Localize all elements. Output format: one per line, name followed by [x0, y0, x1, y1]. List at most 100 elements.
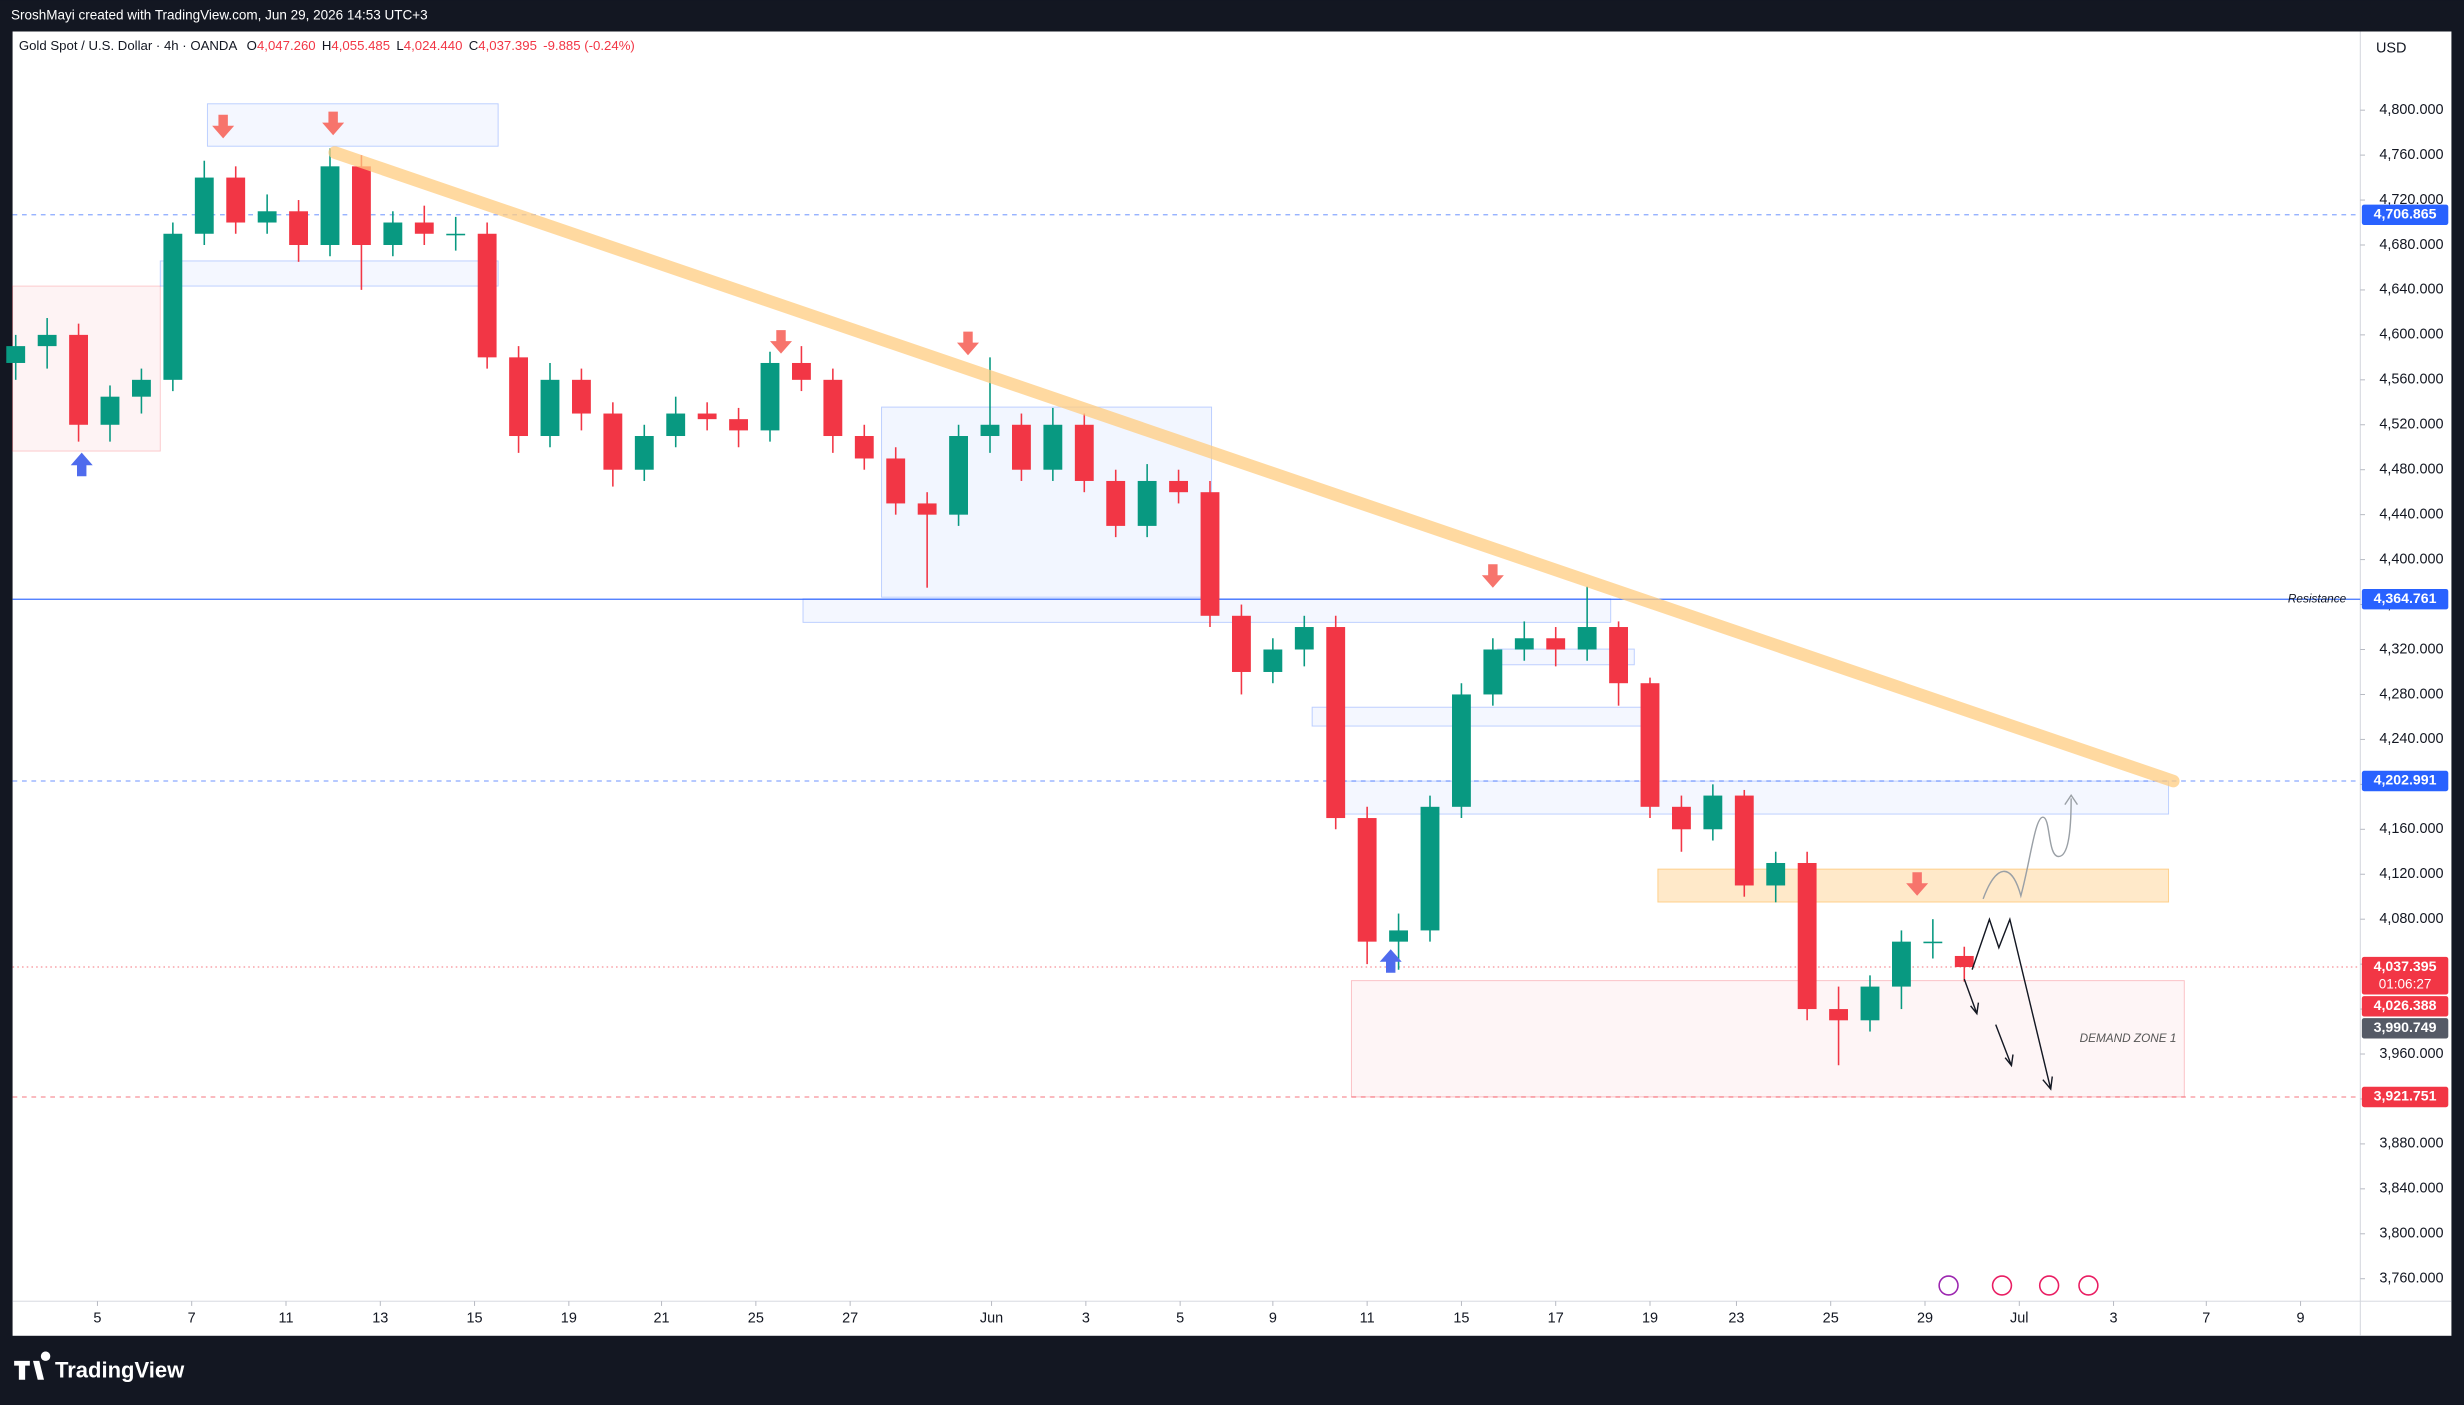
candles [6, 148, 1974, 1066]
candle-body [1577, 627, 1597, 650]
x-tick-label: 3 [1082, 1310, 1090, 1326]
up-arrows [70, 452, 1402, 973]
x-tick-label: 15 [467, 1310, 483, 1326]
price-label-box [2361, 1018, 2449, 1039]
x-tick-label: 19 [561, 1310, 577, 1326]
candle-body [320, 166, 340, 245]
x-tick-label: 25 [748, 1310, 764, 1326]
price-level-label: Resistance [2288, 592, 2347, 605]
candle-body [1703, 795, 1723, 830]
candle-body [1514, 638, 1534, 650]
candle-body [1043, 424, 1063, 470]
projection-arrow [1982, 793, 2079, 900]
price-label-box [2361, 956, 2449, 995]
x-tick-label: 19 [1642, 1310, 1658, 1326]
brand-logo [14, 1351, 51, 1380]
up-arrow [70, 452, 93, 477]
countdown: 01:06:27 [2379, 977, 2432, 992]
candle-body [1137, 480, 1157, 526]
price-label-box [2361, 204, 2449, 226]
y-tick-label: 4,480.000 [2379, 462, 2443, 478]
brand: TradingView [14, 1351, 185, 1383]
ohlc-key: H [322, 39, 332, 54]
candle-body [603, 413, 623, 470]
candle-body [1546, 638, 1566, 650]
candle-body [1452, 694, 1471, 807]
legend-text: Gold Spot / U.S. Dollar · 4h · OANDA O4,0… [19, 39, 635, 54]
candle-body [666, 413, 686, 437]
x-tick-label: 7 [2202, 1310, 2210, 1326]
y-tick-label: 3,960.000 [2379, 1046, 2443, 1062]
candle-body [1829, 1009, 1848, 1021]
down-arrow [322, 111, 345, 136]
x-tick-label: 7 [188, 1310, 196, 1326]
candle-body [352, 166, 371, 245]
x-tick-label: 21 [654, 1310, 670, 1326]
candle-body [1106, 480, 1126, 526]
x-tick-label: 9 [2297, 1310, 2305, 1326]
candle-body [69, 334, 88, 425]
candle-body [1263, 649, 1283, 672]
ohlc-key: O [247, 39, 257, 54]
candle-body [226, 177, 246, 223]
trend-line [328, 146, 2180, 788]
plot-area [12, 31, 2361, 1336]
demand-zone-label: DEMAND ZONE 1 [2080, 1032, 2177, 1045]
candle-body [697, 413, 717, 420]
legend: Gold Spot / U.S. Dollar · 4h · OANDA O4,0… [19, 39, 635, 54]
x-tick-label: Jun [980, 1310, 1003, 1326]
y-tick-label: 4,280.000 [2379, 686, 2443, 702]
candle-body [509, 357, 528, 437]
x-tick-label: 13 [372, 1310, 388, 1326]
ohlc-value: 4,047.260 [257, 39, 316, 54]
candle-body [100, 396, 120, 425]
brand-name: TradingView [55, 1358, 185, 1383]
x-tick-label: 3 [2110, 1310, 2118, 1326]
candle-body [194, 177, 214, 234]
x-tick-label: 11 [279, 1310, 294, 1326]
projection-arrow [1963, 978, 1980, 1016]
ohlc-value: 4,037.395 [478, 39, 537, 54]
demand-zone [1350, 980, 2185, 1098]
candle-body [1860, 986, 1880, 1021]
candle-body [1326, 627, 1346, 819]
candle-body [1483, 649, 1503, 695]
projection-arrow [1995, 1024, 2014, 1068]
candle-body [634, 436, 654, 470]
price-label: 4,037.395 [2374, 958, 2437, 974]
x-tick-label: 17 [1548, 1310, 1564, 1326]
y-tick-label: 4,560.000 [2379, 372, 2443, 388]
x-tick-label: 11 [1360, 1310, 1375, 1326]
y-tick-label: 4,320.000 [2379, 641, 2443, 657]
price-label: 4,364.761 [2374, 590, 2437, 606]
candle-body [257, 211, 277, 223]
down-arrow [1906, 872, 1929, 896]
x-tick-label: 25 [1823, 1310, 1839, 1326]
price-label: 4,026.388 [2374, 997, 2437, 1013]
candle-body [1797, 862, 1817, 1010]
candle-body [1232, 615, 1251, 672]
candle-body [1640, 683, 1660, 807]
candle-body [823, 379, 843, 437]
candle-body [6, 346, 26, 363]
drawings [70, 111, 2180, 1296]
ohlc-value: 4,055.485 [331, 39, 390, 54]
candle-body [477, 233, 497, 358]
y-tick-label: 4,640.000 [2379, 282, 2443, 298]
candle-body [1609, 627, 1628, 684]
candle-body [383, 222, 403, 245]
candle-body [886, 458, 906, 504]
zone [206, 103, 499, 147]
x-tick-label: 5 [1176, 1310, 1184, 1326]
candle-body [414, 222, 434, 234]
price-label: 4,706.865 [2374, 206, 2437, 222]
candle-body [1923, 941, 1943, 944]
y-tick-label: 3,880.000 [2379, 1136, 2443, 1152]
y-tick-label: 4,600.000 [2379, 327, 2443, 343]
candle-body [1766, 862, 1786, 886]
y-tick-label: 4,080.000 [2379, 911, 2443, 927]
x-tick-label: 27 [842, 1310, 858, 1326]
ohlc-key: L [396, 39, 403, 54]
candle-body [1420, 806, 1440, 931]
projection-arrow [1971, 916, 2053, 1091]
